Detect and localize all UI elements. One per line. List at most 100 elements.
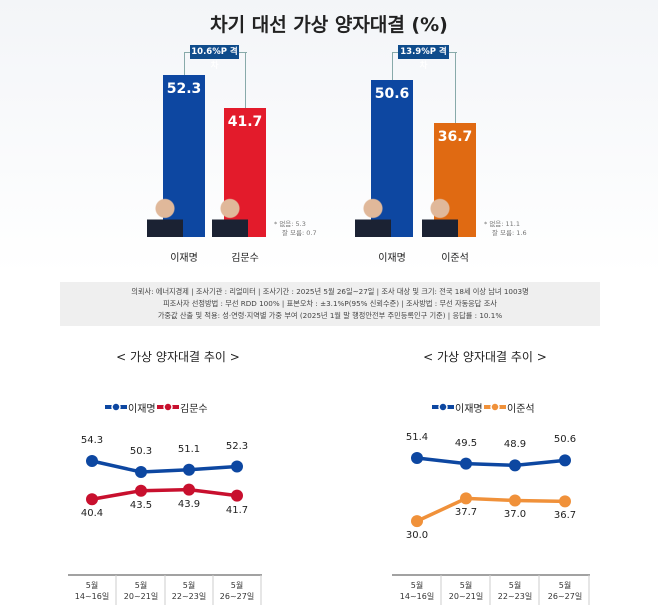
- x-tick-part: 26~27일: [219, 592, 255, 601]
- x-tick-part: 5월: [182, 581, 196, 590]
- info-line: 의뢰사: 에너지경제 | 조사기관 : 리얼미터 | 조사기간 : 2025년 …: [131, 287, 529, 296]
- series-line: [91, 459, 238, 474]
- info-line: 피조사자 선정방법 : 무선 RDD 100% | 표본오차 : ±3.1%P(…: [163, 299, 497, 308]
- data-point: [411, 452, 423, 464]
- survey-info: 의뢰사: 에너지경제 | 조사기관 : 리얼미터 | 조사기간 : 2025년 …: [60, 282, 600, 326]
- data-label: 37.7: [454, 507, 478, 519]
- candidate-name: 이준석: [441, 253, 469, 264]
- data-label: 51.4: [405, 432, 429, 443]
- data-point: [509, 494, 521, 507]
- x-tick-part: 14~16일: [74, 592, 110, 601]
- footnote: * 없음: 5.3 잘 모름: 0.7: [274, 220, 317, 238]
- x-tick-part: 14~16일: [399, 592, 435, 601]
- data-label: 43.5: [129, 499, 153, 511]
- data-point: [86, 455, 98, 467]
- x-tick-part: 5월: [85, 581, 99, 590]
- trend-title: < 가상 양자대결 추이 >: [116, 350, 240, 364]
- data-label: 30.0: [405, 530, 429, 542]
- bracket-left: [392, 52, 393, 81]
- data-point: [460, 457, 472, 470]
- x-tick-part: 20~21일: [448, 592, 484, 601]
- footnote: * 없음: 11.1 잘 모름: 1.6: [484, 220, 527, 238]
- legend-label: 이준석: [507, 404, 535, 415]
- bar-section-bg: [0, 0, 658, 275]
- bar-value-label: 52.3: [166, 80, 202, 97]
- candidate-name: 이재명: [170, 253, 198, 264]
- data-label: 51.1: [177, 443, 201, 455]
- footnote-line: 잘 모름: 1.6: [492, 229, 527, 237]
- candidate-photo: [422, 193, 458, 237]
- data-point: [559, 454, 571, 467]
- page-title: 차기 대선 가상 양자대결 (%): [210, 14, 448, 36]
- x-tick-part: 26~27일: [547, 592, 583, 601]
- x-tick-part: 5월: [134, 581, 148, 590]
- x-tick-label: 5월 14~16일: [67, 580, 117, 602]
- legend-marker: [111, 402, 121, 412]
- bar-value-label: 36.7: [437, 129, 473, 146]
- data-label: 48.9: [503, 439, 527, 451]
- gap-label: 10.6%P 격차: [190, 45, 239, 71]
- bar-value-label: 41.7: [227, 113, 263, 130]
- data-label: 54.3: [80, 435, 104, 446]
- x-tick-part: 22~23일: [171, 592, 207, 601]
- data-point: [135, 466, 147, 478]
- x-tick-part: 5월: [558, 581, 572, 590]
- legend-marker: [163, 402, 173, 412]
- data-label: 41.7: [225, 504, 249, 516]
- x-tick-label: 5월 14~16일: [392, 580, 442, 602]
- gap-label: 13.9%P 격차: [398, 45, 449, 71]
- data-label: 37.0: [503, 509, 527, 521]
- x-tick-label: 5월 20~21일: [116, 580, 166, 602]
- x-tick-part: 22~23일: [497, 592, 533, 601]
- x-tick-part: 5월: [410, 581, 424, 590]
- info-line: 가중값 산출 및 적용: 성·연령·지역별 가중 부여 (2025년 1월 말 …: [157, 311, 503, 320]
- bar-value-label: 50.6: [374, 86, 410, 103]
- legend-label: 이재명: [455, 404, 483, 415]
- data-point: [183, 463, 195, 476]
- candidate-name: 이재명: [378, 253, 406, 264]
- data-label: 43.9: [177, 498, 201, 510]
- candidate-photo: [147, 193, 183, 237]
- x-tick-part: 5월: [508, 581, 522, 590]
- x-tick-part: 20~21일: [123, 592, 159, 601]
- data-label: 36.7: [553, 510, 577, 522]
- data-label: 40.4: [80, 508, 104, 520]
- series-line: [416, 456, 566, 468]
- data-label: 50.6: [553, 434, 577, 446]
- legend-marker: [438, 402, 448, 412]
- footnote-line: * 없음: 11.1: [484, 220, 521, 228]
- candidate-photo: [355, 193, 391, 237]
- data-label: 49.5: [454, 437, 478, 449]
- data-label: 50.3: [129, 446, 153, 457]
- series-line: [416, 496, 566, 523]
- bracket-left: [184, 52, 185, 75]
- data-point: [411, 515, 423, 528]
- x-tick-label: 5월 22~23일: [490, 580, 540, 602]
- footnote-line: 잘 모름: 0.7: [282, 229, 317, 237]
- data-point: [559, 495, 571, 508]
- data-point: [135, 484, 147, 497]
- x-tick-label: 5월 20~21일: [441, 580, 491, 602]
- footnote-line: * 없음: 5.3: [274, 220, 306, 228]
- data-point: [183, 483, 195, 496]
- legend-label: 이재명: [128, 404, 156, 415]
- legend-marker: [490, 402, 500, 412]
- candidate-photo: [212, 193, 248, 237]
- x-tick-label: 5월 26~27일: [212, 580, 262, 602]
- x-tick-part: 5월: [230, 581, 244, 590]
- bar: 52.3: [163, 74, 205, 237]
- data-point: [86, 493, 98, 506]
- data-point: [231, 489, 243, 502]
- data-point: [509, 459, 521, 472]
- series-line: [91, 487, 238, 501]
- candidate-name: 김문수: [231, 253, 259, 264]
- data-point: [231, 460, 243, 473]
- legend-label: 김문수: [180, 404, 208, 415]
- x-tick-label: 5월 22~23일: [164, 580, 214, 602]
- trend-title: < 가상 양자대결 추이 >: [423, 350, 547, 364]
- data-point: [460, 492, 472, 505]
- x-tick-part: 5월: [459, 581, 473, 590]
- bracket-right: [245, 52, 246, 108]
- x-tick-label: 5월 26~27일: [540, 580, 590, 602]
